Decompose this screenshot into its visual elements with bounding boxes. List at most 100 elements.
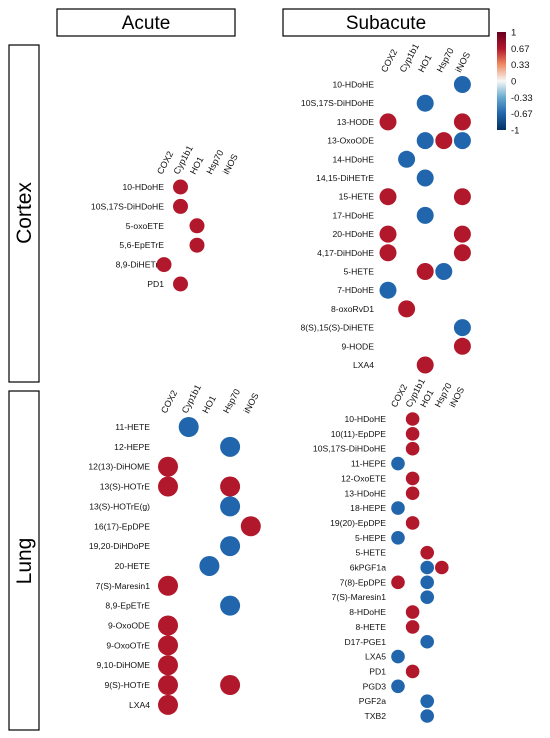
correlation-dot-8-9-epetre-hsp70 [220,595,241,616]
row-label-lxa4: LXA4 [129,700,150,710]
correlation-dot-9-s-hotre-cox2 [158,675,178,696]
correlation-dot-13-oxoode-ho1 [416,132,434,150]
correlation-dot-7-s-maresin1-cox2 [158,575,178,596]
correlation-dot-pgf2a-ho1 [420,694,435,708]
correlation-dot-lxa4-cox2 [158,694,178,715]
row-label-12-hepe: 12-HEPE [114,442,150,452]
correlation-dot-10-11-epdpe-cyp1b1 [405,427,420,441]
row-label-11-hepe: 11-HEPE [351,459,386,469]
correlation-dot-9-10-dihome-cox2 [158,655,178,676]
correlation-dot-5-hepe-cox2 [391,531,405,545]
row-label-8-hdohe: 8-HDoHE [349,607,386,617]
row-label-8-hete: 8-HETE [355,622,386,632]
correlation-dot-5-oxoete-ho1 [189,218,205,234]
row-label-11-hete: 11-HETE [115,422,150,432]
row-label-10s-17s-dihdohe: 10S,17S-DiHDoHE [301,98,374,108]
row-label-8-9-epetre: 8,9-EpETrE [105,601,150,611]
row-label-7-s-maresin1: 7(S)-Maresin1 [96,581,151,591]
correlation-dot-13-oxoode-inos [453,132,471,150]
correlation-dot-19-20-dihdope-hsp70 [220,536,241,557]
row-label-d17-pge1: D17-PGE1 [344,637,386,647]
cortex-acute-panel: COX2Cyp1b1HO1Hsp70iNOS10-HDoHE10S,17S-Di… [91,144,240,292]
row-label-15-hete: 15-HETE [339,192,375,202]
correlation-dot-11-hepe-cox2 [391,456,405,471]
row-label-19-20-epdpe: 19(20)-EpDPE [330,518,386,528]
colorbar-ticks: 1 0.67 0.33 0 -0.33 -0.67 -1 [511,28,533,137]
row-label-10-hdohe: 10-HDoHE [344,414,386,424]
row-label-5-6-epetre: 5,6-EpETrE [119,240,164,250]
row-label-lxa5: LXA5 [365,652,386,662]
correlation-dot-19-20-epdpe-cyp1b1 [405,516,420,530]
row-label-pd1: PD1 [147,279,164,289]
cortex-label: Cortex [13,182,36,244]
correlation-dot-12-oxoete-cyp1b1 [405,471,420,486]
row-label-13-hode: 13-HODE [337,117,375,127]
correlation-dot-d17-pge1-ho1 [420,634,435,649]
correlation-dot-13-s-hotre-cox2 [158,476,178,497]
correlation-dot-8-9-dihetre-cox2 [156,257,172,273]
correlation-dot-7-hdohe-cox2 [379,281,397,299]
row-label-10s-17s-dihdohe: 10S,17S-DiHDoHE [313,444,386,454]
row-label-14-hdohe: 14-HDoHE [332,154,374,164]
row-label-13-s-hotre-g: 13(S)-HOTrE(g) [89,501,150,511]
acute-header-box [56,8,236,37]
correlation-dot-5-hete-ho1 [420,545,435,560]
correlation-dot-pd1-cyp1b1 [405,664,420,679]
correlation-dot-7-8-epdpe-ho1 [420,575,435,590]
subacute-header: Subacute [346,13,426,34]
correlation-dot-10s-17s-dihdohe-ho1 [416,94,434,112]
row-label-10-11-epdpe: 10(11)-EpDPE [331,429,387,439]
subacute-header-box [282,8,490,37]
correlation-dot-10-hdohe-inos [453,76,471,93]
colorbar-tick-label: 0 [511,77,516,88]
row-label-8-s-15-s-dihete: 8(S),15(S)-DiHETE [300,323,374,333]
correlation-dot-7-s-maresin1-ho1 [420,590,435,604]
colorbar-tick-label: -1 [511,126,519,137]
row-label-pgd3: PGD3 [363,681,387,691]
correlation-dot-17-hdohe-ho1 [416,206,434,224]
correlation-dot-5-6-epetre-ho1 [189,237,205,253]
row-label-10-hdohe: 10-HDoHE [122,182,164,192]
lung-label-box [8,390,40,731]
lung-subacute-panel: COX2Cyp1b1HO1Hsp70iNOS10-HDoHE10(11)-EpD… [313,377,466,723]
correlation-dot-11-hete-cyp1b1 [178,417,199,437]
row-label-9-oxoode: 9-OxoODE [108,621,150,631]
correlation-dot-8-hdohe-cyp1b1 [405,605,420,619]
row-label-7-8-epdpe: 7(8)-EpDPE [340,577,387,587]
correlation-dot-13-oxoode-hsp70 [435,132,453,150]
row-label-9-hode: 9-HODE [342,341,375,351]
row-label-5-hete: 5-HETE [355,548,386,558]
column-label-cox2: COX2 [379,48,399,74]
correlation-dot-9-s-hotre-hsp70 [220,675,241,696]
row-label-20-hete: 20-HETE [115,561,151,571]
colorbar-tick-label: -0.33 [511,93,533,104]
column-label-inos: iNOS [453,50,472,74]
row-label-7-s-maresin1: 7(S)-Maresin1 [332,592,387,602]
correlation-dot-8-hete-cyp1b1 [405,620,420,634]
row-label-18-hepe: 18-HEPE [350,503,386,513]
row-label-9-s-hotre: 9(S)-HOTrE [104,680,150,690]
correlation-dot-7-8-epdpe-cox2 [391,575,405,590]
correlation-dot-8-oxorvd1-cyp1b1 [398,300,416,318]
column-label-ho1: HO1 [200,394,218,415]
correlation-dot-10s-17s-dihdohe-cyp1b1 [405,441,420,456]
correlation-dot-14-15-dihetre-ho1 [416,169,434,187]
correlation-dot-13-hode-inos [453,113,471,131]
column-label-ho1: HO1 [188,155,206,176]
correlation-dot-4-17-dihdohe-inos [453,244,471,262]
correlation-dot-20-hete-ho1 [199,555,220,576]
row-label-5-hete: 5-HETE [343,267,374,277]
row-label-4-17-dihdohe: 4,17-DiHDoHE [317,248,374,258]
row-label-10s-17s-dihdohe: 10S,17S-DiHDoHE [91,201,164,211]
row-label-6kpgf1a: 6kPGF1a [350,563,387,573]
colorbar-tick-label: 0.33 [511,60,530,71]
row-label-20-hdohe: 20-HDoHE [332,229,374,239]
colorbar-tick-label: 0.67 [511,44,530,55]
correlation-dot-15-hete-cox2 [379,188,397,206]
correlation-dot-12-13-dihome-cox2 [158,456,178,477]
colorbar [497,32,506,130]
column-label-inos: iNOS [242,391,261,415]
row-label-9-10-dihome: 9,10-DiHOME [97,660,151,670]
correlation-dot-9-oxoode-cox2 [158,615,178,636]
